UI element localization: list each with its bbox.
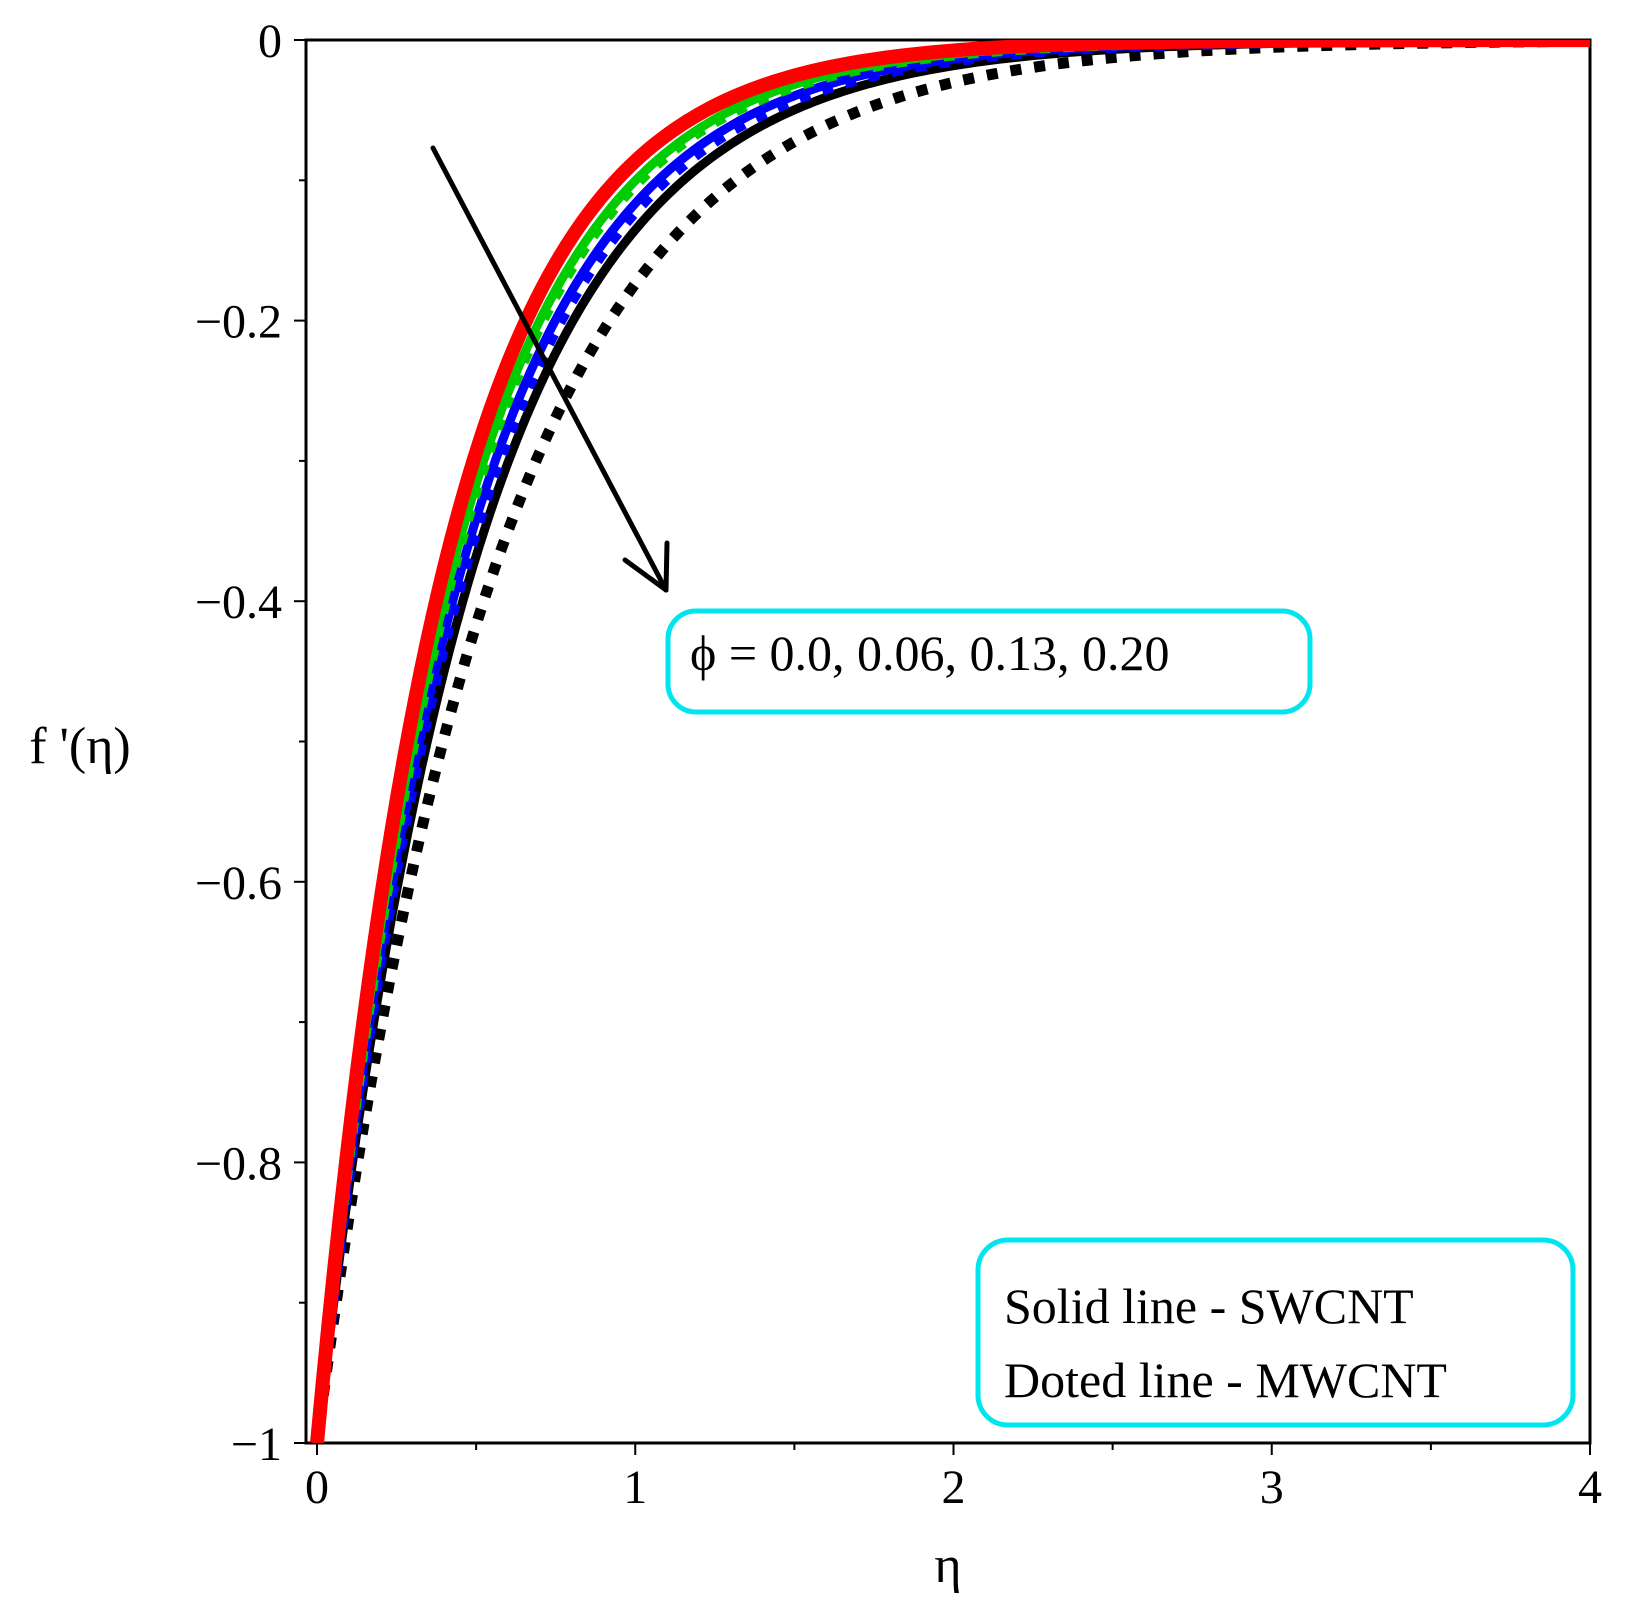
x-tick-label: 1 xyxy=(623,1461,647,1514)
series-line-swcnt-0-0 xyxy=(310,40,1590,1443)
plot-frame xyxy=(304,38,1592,1445)
phi-annotation-box xyxy=(665,608,1313,715)
y-tick-label: −0.6 xyxy=(195,857,282,910)
x-tick-label: 3 xyxy=(1260,1461,1284,1514)
axis-ticks xyxy=(294,39,1591,1455)
x-tick-label: 4 xyxy=(1578,1461,1602,1514)
x-tick-label: 0 xyxy=(305,1461,329,1514)
x-axis-label: η xyxy=(934,1537,961,1594)
y-tick-label: 0 xyxy=(258,15,282,68)
legend: Solid line - SWCNT Doted line - MWCNT xyxy=(975,1237,1576,1428)
y-tick-labels: 0 −0.2 −0.4 −0.6 −0.8 −1 xyxy=(195,15,282,1471)
series-group xyxy=(310,40,1590,1443)
x-tick-labels: 0 1 2 3 4 xyxy=(305,1461,1602,1514)
y-tick-label: −0.4 xyxy=(195,576,282,629)
y-axis-label: f '(η) xyxy=(29,718,131,775)
legend-entry-swcnt: Solid line - SWCNT xyxy=(1004,1278,1414,1334)
trend-arrow xyxy=(430,145,670,593)
phi-annotation-text: ϕ = 0.0, 0.06, 0.13, 0.20 xyxy=(690,625,1170,681)
legend-box xyxy=(975,1237,1576,1428)
y-tick-label: −0.8 xyxy=(195,1137,282,1190)
x-tick-label: 2 xyxy=(942,1461,966,1514)
phi-annotation: ϕ = 0.0, 0.06, 0.13, 0.20 xyxy=(665,608,1313,715)
y-tick-label: −1 xyxy=(231,1418,282,1471)
y-tick-label: −0.2 xyxy=(195,296,282,349)
legend-entry-mwcnt: Doted line - MWCNT xyxy=(1004,1352,1447,1408)
